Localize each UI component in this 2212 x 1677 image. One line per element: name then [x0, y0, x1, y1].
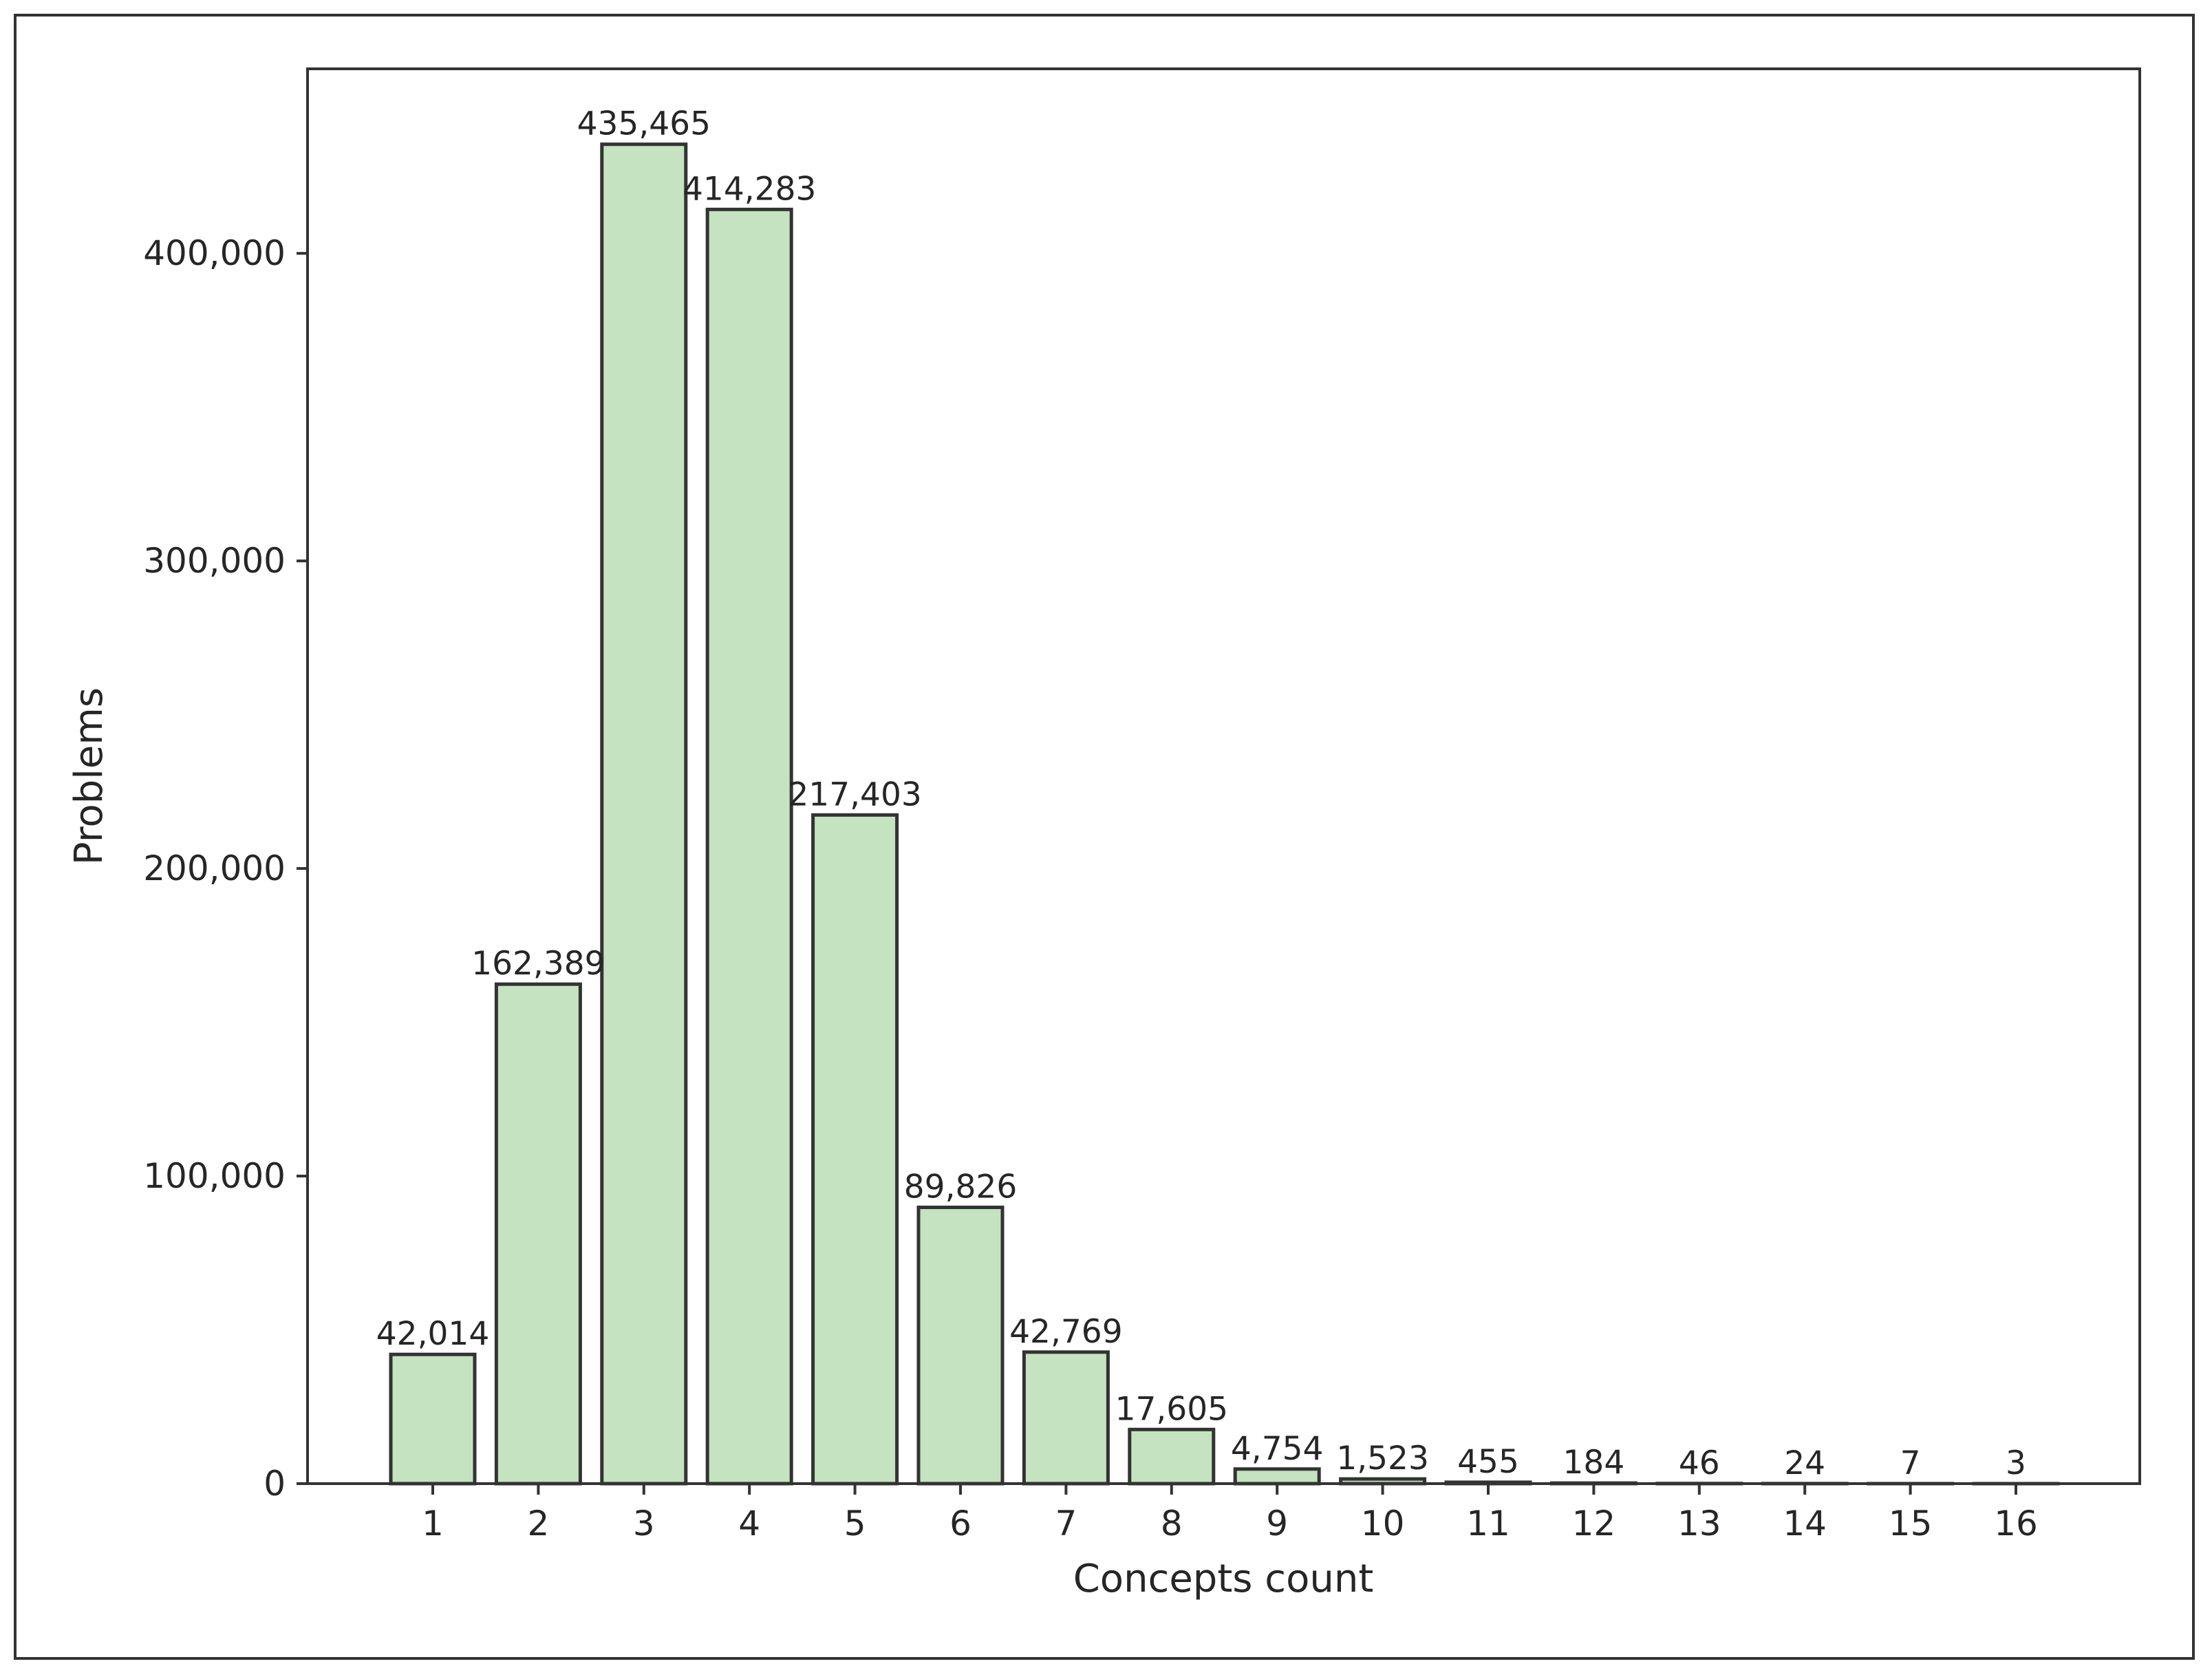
- value-label-8: 17,605: [1115, 1390, 1228, 1428]
- y-axis-title: Problems: [67, 687, 111, 865]
- value-label-14: 24: [1784, 1444, 1825, 1482]
- value-label-12: 184: [1563, 1444, 1625, 1482]
- x-tick-label-14: 14: [1783, 1504, 1827, 1544]
- bar-5: [811, 813, 899, 1486]
- x-tick-label-2: 2: [527, 1504, 549, 1544]
- x-tick-label-12: 12: [1572, 1504, 1616, 1544]
- x-tick-label-11: 11: [1466, 1504, 1510, 1544]
- value-labels-layer: 42,014 162,389 435,465 414,283 217,403 89,826…: [376, 105, 2026, 1482]
- x-tick-label-7: 7: [1055, 1504, 1077, 1544]
- bar-6: [916, 1206, 1005, 1486]
- bar-3: [600, 142, 688, 1486]
- x-tick-label-13: 13: [1677, 1504, 1721, 1544]
- value-label-6: 89,826: [904, 1168, 1017, 1206]
- x-tick-label-10: 10: [1361, 1504, 1405, 1544]
- bar-8: [1128, 1427, 1216, 1486]
- value-label-15: 7: [1900, 1444, 1921, 1482]
- y-tick-label-100000: 100,000: [143, 1156, 286, 1196]
- bar-4: [705, 207, 793, 1486]
- x-axis-title: Concepts count: [1073, 1557, 1374, 1601]
- value-label-2: 162,389: [471, 945, 605, 983]
- x-tick-label-6: 6: [949, 1504, 971, 1544]
- value-label-10: 1,523: [1336, 1440, 1429, 1477]
- bars-layer: [389, 142, 2060, 1486]
- value-label-11: 455: [1457, 1443, 1519, 1481]
- plot-area: [306, 67, 2141, 1485]
- y-tick-label-400000: 400,000: [143, 233, 286, 273]
- x-tick-label-9: 9: [1266, 1504, 1288, 1544]
- x-axis: 1 2 3 4 5 6 7 8 9 10 11 12 13 14 15 16: [422, 1484, 2038, 1544]
- bar-1: [389, 1352, 477, 1486]
- x-tick-label-5: 5: [844, 1504, 866, 1544]
- value-label-13: 46: [1679, 1444, 1720, 1482]
- y-tick-label-300000: 300,000: [143, 541, 286, 581]
- y-tick-label-200000: 200,000: [143, 848, 286, 888]
- value-label-5: 217,403: [788, 776, 921, 813]
- value-label-1: 42,014: [376, 1315, 489, 1353]
- value-label-16: 3: [2006, 1444, 2026, 1482]
- y-tick-label-0: 0: [264, 1464, 286, 1504]
- value-label-3: 435,465: [577, 105, 711, 143]
- x-tick-label-8: 8: [1161, 1504, 1183, 1544]
- bar-9: [1233, 1467, 1321, 1486]
- x-tick-label-1: 1: [422, 1504, 444, 1544]
- value-label-9: 4,754: [1231, 1430, 1324, 1468]
- x-tick-label-3: 3: [633, 1504, 655, 1544]
- figure-frame: [14, 14, 2195, 1660]
- x-tick-label-4: 4: [738, 1504, 760, 1544]
- bar-2: [494, 982, 582, 1486]
- y-axis: 0 100,000 200,000 300,000 400,000: [143, 233, 308, 1504]
- bar-7: [1022, 1350, 1110, 1486]
- value-label-4: 414,283: [683, 170, 816, 208]
- x-tick-label-15: 15: [1889, 1504, 1933, 1544]
- x-tick-label-16: 16: [1994, 1504, 2038, 1544]
- value-label-7: 42,769: [1009, 1313, 1122, 1351]
